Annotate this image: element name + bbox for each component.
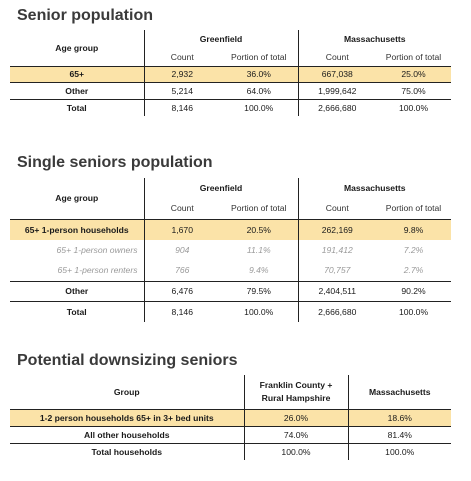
cell-value: 26.0%: [243, 409, 348, 426]
cell-value: 100.0%: [398, 306, 429, 317]
downsizing-table: Group Franklin County + Rural Hampshire …: [10, 375, 451, 460]
group-header: Group: [113, 386, 140, 397]
cell-value: 667,038: [297, 66, 377, 82]
senior-population-table: Age group Greenfield Massachusetts Count…: [10, 30, 452, 116]
cell-value: 64.0%: [246, 85, 271, 96]
cell-value: 262,169: [297, 219, 377, 240]
massachusetts-portion-header: Portion of total: [385, 203, 442, 214]
massachusetts-header: Massachusetts: [347, 375, 451, 409]
row-label: 65+ 1-person renters: [57, 265, 138, 276]
cell-value: 2,666,680: [297, 99, 377, 116]
cell-value: 191,412: [297, 240, 377, 260]
franklin-header-line1: Franklin County +: [259, 380, 333, 391]
greenfield-count-header: Count: [143, 198, 220, 219]
greenfield-count-header: Count: [143, 48, 220, 66]
single-seniors-title: Single seniors population: [17, 154, 213, 171]
cell-value: 25.0%: [376, 66, 452, 82]
table-row: 65+ 1-person households 1,670 20.5% 262,…: [10, 219, 452, 240]
row-label: All other households: [84, 429, 170, 440]
cell-value: 8,146: [143, 301, 220, 322]
cell-value: 18.6%: [347, 409, 451, 426]
table-row: Total households 100.0% 100.0%: [10, 443, 451, 460]
row-label: Total: [66, 306, 87, 317]
cell-value: 1,999,642: [297, 82, 377, 99]
cell-value: 90.2%: [401, 286, 426, 296]
greenfield-header: Greenfield: [143, 30, 299, 48]
cell-value: 766: [143, 260, 220, 281]
table-row: Other 5,214 64.0% 1,999,642 75.0%: [10, 82, 452, 99]
row-label: 1-2 person households 65+ in 3+ bed unit…: [10, 409, 244, 426]
cell-value: 100.0%: [398, 102, 429, 113]
cell-value: 8,146: [143, 99, 220, 116]
cell-value: 100.0%: [347, 443, 451, 460]
cell-value: 36.0%: [220, 66, 299, 82]
cell-value: 70,757: [297, 260, 377, 281]
cell-value: 904: [143, 240, 220, 260]
table-row: 1-2 person households 65+ in 3+ bed unit…: [10, 409, 451, 426]
massachusetts-count-header: Count: [297, 198, 377, 219]
franklin-header: Franklin County + Rural Hampshire: [243, 375, 348, 409]
table-row: 65+ 1-person owners 904 11.1% 191,412 7.…: [10, 240, 451, 260]
row-label: Total households: [91, 446, 163, 457]
cell-value: 2,932: [143, 66, 220, 82]
cell-value: 81.4%: [347, 426, 451, 443]
row-label: 65+ 1-person households: [10, 219, 144, 240]
cell-value: 20.5%: [220, 219, 299, 240]
cell-value: 79.5%: [246, 286, 271, 296]
cell-value: 6,476: [143, 281, 220, 301]
cell-value: 2,404,511: [297, 281, 377, 301]
senior-population-title: Senior population: [17, 7, 153, 24]
cell-value: 100.0%: [243, 443, 348, 460]
table-row: Other 6,476 79.5% 2,404,511 90.2%: [10, 281, 452, 301]
row-label: 65+ 1-person owners: [56, 245, 138, 255]
franklin-header-line2: Rural Hampshire: [261, 393, 331, 404]
downsizing-title: Potential downsizing seniors: [17, 352, 238, 369]
cell-value: 2,666,680: [297, 301, 377, 322]
cell-value: 75.0%: [401, 85, 426, 96]
table-row: Total 8,146 100.0% 2,666,680 100.0%: [10, 301, 451, 322]
table-row: 65+ 1-person renters 766 9.4% 70,757 2.7…: [10, 260, 452, 281]
single-seniors-table: Age group Greenfield Massachusetts Count…: [10, 178, 452, 322]
cell-value: 7.2%: [403, 245, 424, 255]
greenfield-header: Greenfield: [143, 178, 299, 198]
greenfield-portion-header: Portion of total: [231, 203, 287, 214]
cell-value: 2.7%: [403, 265, 424, 276]
cell-value: 9.4%: [248, 265, 269, 276]
row-label: Other: [65, 286, 89, 296]
table-row: All other households 74.0% 81.4%: [10, 426, 451, 443]
row-label: 65+: [10, 66, 144, 82]
cell-value: 74.0%: [243, 426, 348, 443]
massachusetts-count-header: Count: [297, 48, 377, 66]
massachusetts-portion-header: Portion of total: [385, 51, 442, 62]
table-row: Total 8,146 100.0% 2,666,680 100.0%: [10, 99, 451, 116]
cell-value: 100.0%: [244, 306, 274, 317]
cell-value: 5,214: [143, 82, 220, 99]
cell-value: 100.0%: [244, 102, 274, 113]
row-label: Other: [65, 85, 89, 96]
cell-value: 9.8%: [376, 219, 452, 240]
age-group-header: Age group: [55, 42, 99, 53]
table-row: 65+ 2,932 36.0% 667,038 25.0%: [10, 66, 452, 82]
massachusetts-header: Massachusetts: [297, 178, 452, 198]
age-group-header: Age group: [55, 193, 99, 204]
cell-value: 1,670: [143, 219, 220, 240]
row-label: Total: [66, 102, 87, 113]
massachusetts-header: Massachusetts: [297, 30, 452, 48]
cell-value: 11.1%: [246, 245, 271, 255]
greenfield-portion-header: Portion of total: [231, 51, 287, 62]
